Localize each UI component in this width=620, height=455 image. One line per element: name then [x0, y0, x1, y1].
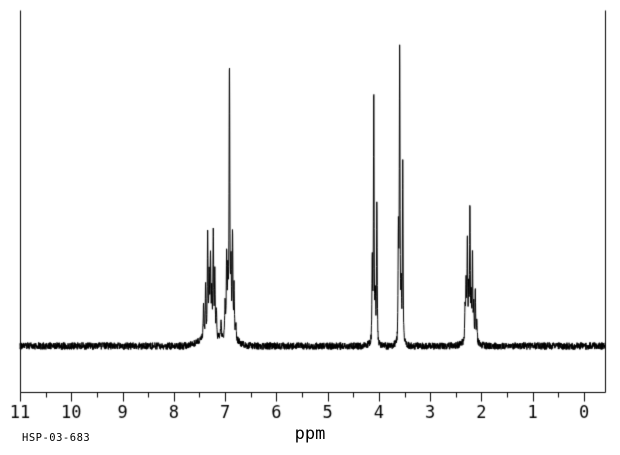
- x-axis-title: ppm: [294, 424, 326, 444]
- spectrum-id-label: HSP-03-683: [22, 432, 91, 444]
